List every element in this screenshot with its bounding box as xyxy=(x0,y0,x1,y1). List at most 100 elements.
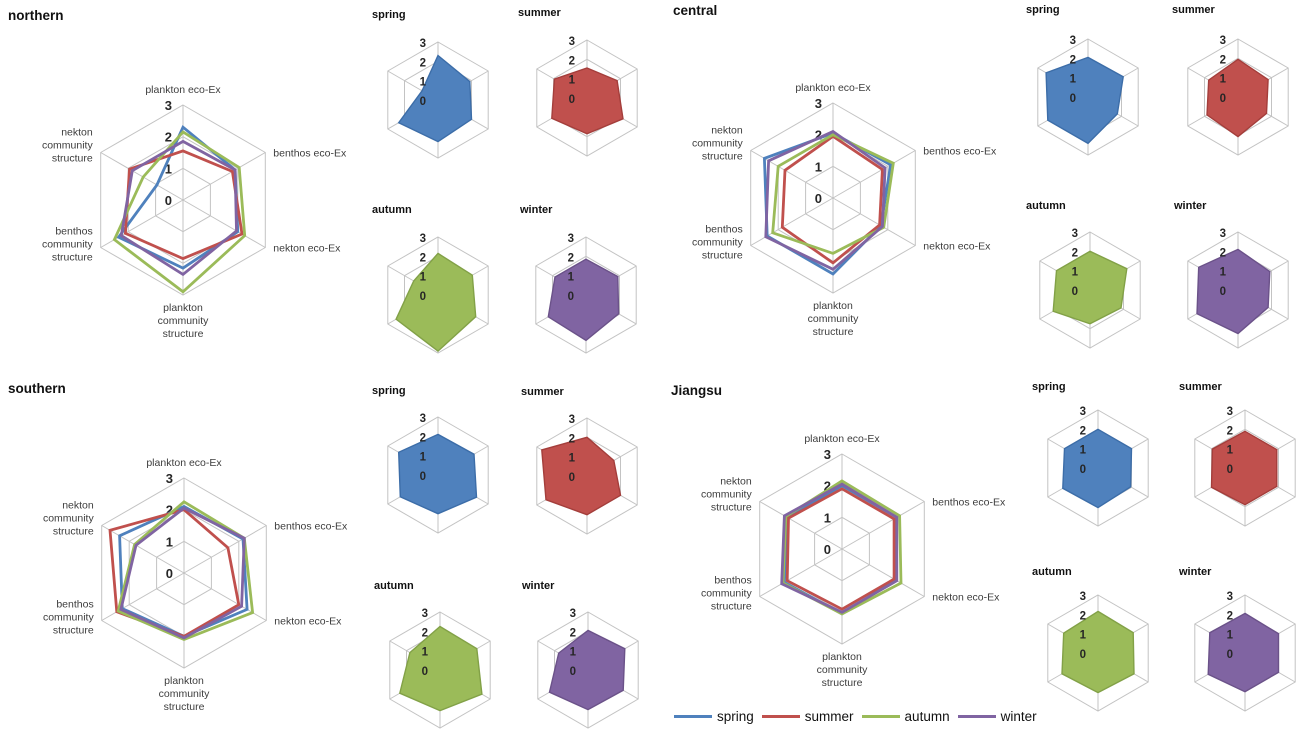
svg-text:0: 0 xyxy=(1220,286,1226,298)
chart-legend: spring summer autumn winter xyxy=(674,709,1045,724)
svg-text:0: 0 xyxy=(422,666,428,678)
small-title-northern-spring: spring xyxy=(372,9,406,21)
svg-text:2: 2 xyxy=(1072,247,1078,259)
svg-text:benthos eco-Ex: benthos eco-Ex xyxy=(273,148,347,160)
svg-text:structure: structure xyxy=(711,601,752,613)
radar-small-jiangsu-summer: 3 2 1 0 xyxy=(1170,402,1300,539)
radar-svg: 3 2 1 0 xyxy=(1194,591,1296,712)
svg-text:3: 3 xyxy=(1080,406,1086,418)
svg-text:structure: structure xyxy=(702,250,743,262)
tick-labels: 3 2 1 0 xyxy=(1220,228,1227,298)
svg-text:benthos: benthos xyxy=(714,575,751,587)
radar-small-northern-winter: 3 2 1 0 xyxy=(511,229,661,366)
svg-text:plankton eco-Ex: plankton eco-Ex xyxy=(804,433,880,445)
svg-text:structure: structure xyxy=(702,151,743,163)
svg-text:2: 2 xyxy=(824,479,831,494)
tick-labels: 3 2 1 0 xyxy=(569,36,576,106)
svg-text:plankton: plankton xyxy=(163,302,203,314)
svg-text:nekton: nekton xyxy=(711,125,743,137)
svg-text:3: 3 xyxy=(569,414,575,426)
svg-text:plankton eco-Ex: plankton eco-Ex xyxy=(146,457,222,469)
tick-labels: 3 2 1 0 xyxy=(420,413,427,483)
svg-text:community: community xyxy=(158,315,210,327)
series-winter-area xyxy=(547,258,620,342)
svg-text:benthos eco-Ex: benthos eco-Ex xyxy=(274,521,348,533)
svg-text:structure: structure xyxy=(164,701,205,713)
svg-text:0: 0 xyxy=(568,291,574,303)
small-title-jiangsu-summer: summer xyxy=(1179,381,1222,393)
svg-text:1: 1 xyxy=(824,510,831,525)
svg-text:benthos eco-Ex: benthos eco-Ex xyxy=(932,497,1006,509)
svg-text:structure: structure xyxy=(52,153,93,165)
svg-text:0: 0 xyxy=(1080,464,1086,476)
svg-text:benthos: benthos xyxy=(56,599,93,611)
svg-text:0: 0 xyxy=(1227,649,1233,661)
svg-text:structure: structure xyxy=(52,252,93,264)
svg-text:3: 3 xyxy=(815,96,822,111)
series-spring-area xyxy=(1045,56,1124,145)
axis-labels: plankton eco-Ex benthos eco-Ex nekton eco-… xyxy=(43,457,348,713)
svg-text:0: 0 xyxy=(569,94,575,106)
radar-small-southern-winter: 3 2 1 0 xyxy=(513,604,663,739)
svg-text:structure: structure xyxy=(53,625,94,637)
tick-labels: 3 2 1 0 xyxy=(569,414,576,484)
series-summer-area xyxy=(1210,430,1278,506)
svg-text:nekton eco-Ex: nekton eco-Ex xyxy=(923,241,991,253)
svg-text:community: community xyxy=(42,140,94,152)
radar-svg: 3 2 1 0 xyxy=(1039,228,1141,349)
svg-text:3: 3 xyxy=(1227,406,1233,418)
svg-text:2: 2 xyxy=(1227,425,1233,437)
svg-text:community: community xyxy=(692,237,744,249)
svg-text:3: 3 xyxy=(569,36,575,48)
svg-text:plankton eco-Ex: plankton eco-Ex xyxy=(795,82,871,94)
radar-small-jiangsu-winter: 3 2 1 0 xyxy=(1170,587,1300,724)
radar-svg: 3 2 1 0 xyxy=(537,608,639,729)
small-title-central-autumn: autumn xyxy=(1026,200,1066,212)
svg-text:nekton eco-Ex: nekton eco-Ex xyxy=(274,616,342,628)
svg-text:community: community xyxy=(808,313,860,325)
svg-text:nekton: nekton xyxy=(62,500,94,512)
series-winter-line xyxy=(119,139,238,277)
svg-text:1: 1 xyxy=(569,75,576,87)
tick-labels: 3 2 1 0 xyxy=(420,233,427,303)
series-winter-line xyxy=(764,129,887,271)
legend-label-spring: spring xyxy=(717,709,754,724)
series-summer-line xyxy=(108,508,241,638)
tick-labels: 3 2 1 0 xyxy=(422,608,429,678)
radar-svg: 3 2 1 0 xyxy=(1047,406,1149,527)
svg-text:2: 2 xyxy=(420,432,426,444)
radar-svg: 3 2 1 0 plankton eco-Ex benthos eco-Ex nekton … xyxy=(701,433,1006,689)
legend-label-summer: summer xyxy=(804,709,854,724)
radar-small-central-spring: 3 2 1 0 xyxy=(1013,31,1163,168)
svg-text:3: 3 xyxy=(166,471,173,486)
svg-text:1: 1 xyxy=(568,272,575,284)
series-autumn-area xyxy=(395,252,477,353)
axis-labels: plankton eco-Ex benthos eco-Ex nekton eco-… xyxy=(692,82,997,338)
svg-text:community: community xyxy=(42,239,94,251)
autumn-line-swatch xyxy=(861,715,900,718)
svg-text:0: 0 xyxy=(1072,286,1078,298)
legend-item-winter: winter xyxy=(957,709,1037,724)
svg-text:2: 2 xyxy=(1220,54,1226,66)
svg-text:1: 1 xyxy=(1220,267,1227,279)
radar-svg: 3 2 1 0 xyxy=(536,414,638,535)
radar-svg: 3 2 1 0 xyxy=(1037,35,1139,156)
svg-text:benthos eco-Ex: benthos eco-Ex xyxy=(923,146,997,158)
tick-labels: 3 2 1 0 xyxy=(824,447,831,557)
svg-text:3: 3 xyxy=(568,233,574,245)
svg-text:0: 0 xyxy=(824,542,831,557)
radar-svg: 3 2 1 0 xyxy=(389,608,491,729)
small-title-southern-summer: summer xyxy=(521,386,564,398)
svg-text:0: 0 xyxy=(420,471,426,483)
radar-small-southern-summer: 3 2 1 0 xyxy=(512,410,662,547)
radar-small-northern-summer: 3 2 1 0 xyxy=(512,32,662,169)
svg-text:0: 0 xyxy=(570,666,576,678)
svg-text:1: 1 xyxy=(1227,630,1234,642)
svg-text:structure: structure xyxy=(822,677,863,689)
radar-grid xyxy=(101,477,267,669)
svg-text:2: 2 xyxy=(568,252,574,264)
svg-text:0: 0 xyxy=(420,96,426,108)
svg-text:3: 3 xyxy=(1070,35,1076,47)
small-title-southern-autumn: autumn xyxy=(374,580,414,592)
